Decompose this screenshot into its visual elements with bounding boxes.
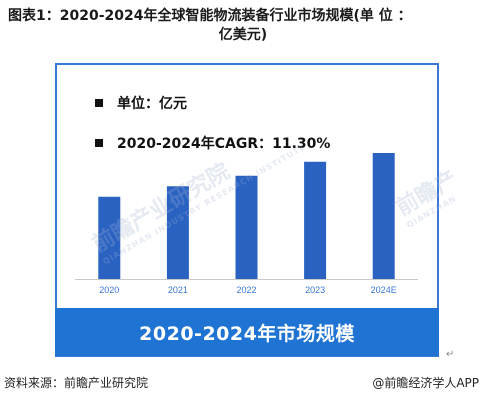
x-tick-label-2021: 2021: [168, 285, 188, 295]
return-mark: ↵: [446, 349, 455, 360]
legend-cagr-text: 2020-2024年CAGR：11.30%: [117, 136, 331, 152]
bar-2023: [304, 161, 327, 279]
x-tick-label-2022: 2022: [236, 285, 256, 295]
x-tick-label-2020: 2020: [99, 285, 119, 295]
bar-2020: [98, 196, 121, 279]
x-tick-label-2024E: 2024E: [371, 285, 397, 295]
bar-2021: [166, 186, 189, 279]
legend-unit: 单位：亿元: [95, 93, 187, 113]
figure-title: 图表1：2020-2024年全球智能物流装备行业市场规模(单 位 ： 亿美元): [8, 7, 478, 45]
footer-source: 资料来源：前瞻产业研究院: [4, 376, 149, 390]
legend-unit-text: 单位：亿元: [117, 96, 187, 112]
chart-banner: 2020-2024年市场规模: [55, 308, 439, 356]
bullet-square-icon: [95, 99, 103, 107]
bullet-square-icon: [95, 139, 103, 147]
x-tick-label-2023: 2023: [305, 285, 325, 295]
figure-title-line1: 图表1：2020-2024年全球智能物流装备行业市场规模(单 位 ：: [8, 8, 412, 24]
bar-2022: [235, 175, 258, 279]
figure-title-line2: 亿美元): [218, 27, 268, 43]
footer-brand: @前瞻经济学人APP: [372, 376, 479, 390]
bar-2024E: [372, 153, 395, 279]
legend-cagr: 2020-2024年CAGR：11.30%: [95, 133, 330, 153]
